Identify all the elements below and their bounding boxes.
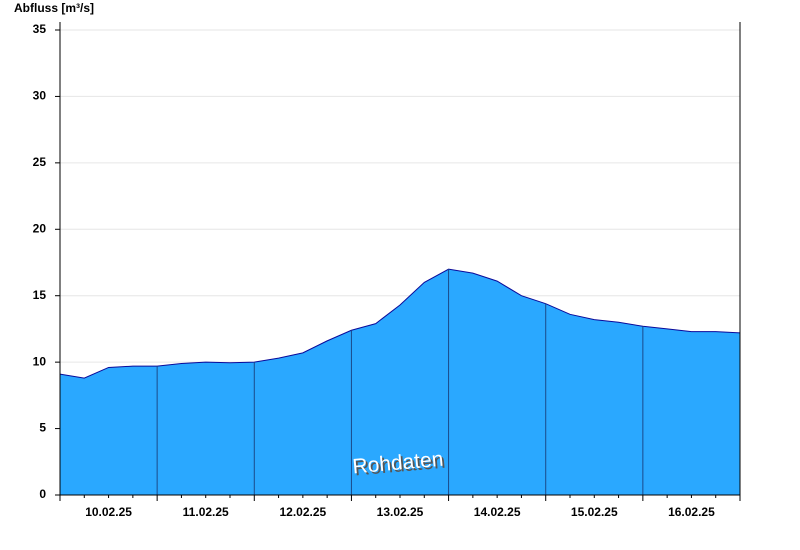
y-tick-label: 35 bbox=[33, 22, 47, 36]
y-tick-label: 10 bbox=[33, 354, 47, 368]
x-tick-label: 15.02.25 bbox=[571, 505, 618, 519]
y-tick-label: 0 bbox=[39, 487, 46, 501]
y-tick-label: 30 bbox=[33, 89, 47, 103]
y-tick-label: 5 bbox=[39, 421, 46, 435]
x-tick-label: 13.02.25 bbox=[377, 505, 424, 519]
x-tick-label: 11.02.25 bbox=[183, 505, 229, 519]
y-axis-title: Abfluss [m³/s] bbox=[14, 1, 94, 15]
x-tick-label: 12.02.25 bbox=[279, 505, 326, 519]
x-tick-label: 14.02.25 bbox=[474, 505, 521, 519]
y-tick-label: 20 bbox=[33, 221, 47, 235]
x-tick-label: 16.02.25 bbox=[668, 505, 715, 519]
line bbox=[59, 268, 741, 379]
y-tick-label: 25 bbox=[33, 155, 47, 169]
area bbox=[60, 269, 740, 495]
x-tick-label: 10.02.25 bbox=[85, 505, 132, 519]
y-tick-label: 15 bbox=[33, 288, 47, 302]
